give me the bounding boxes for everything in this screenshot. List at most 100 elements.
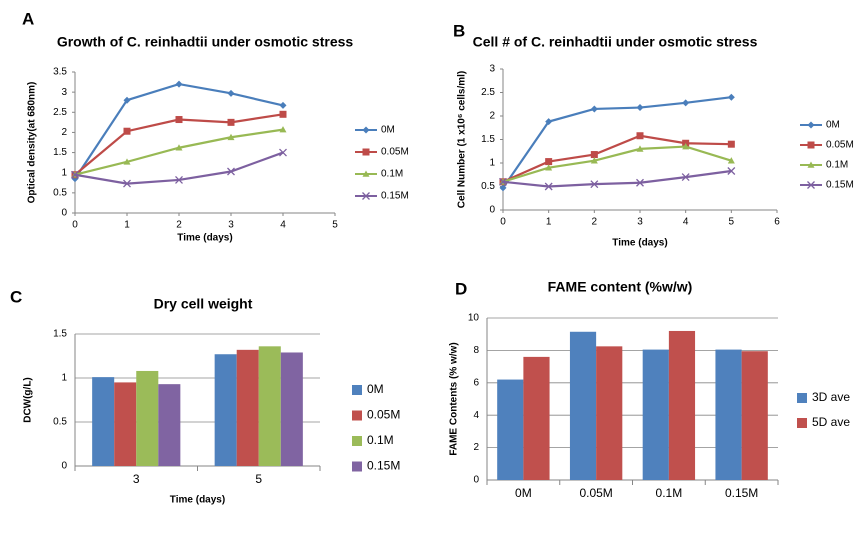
y-tick-label: 1	[61, 167, 67, 178]
marker	[227, 167, 235, 176]
y-axis-label: DCW(g/L)	[23, 377, 34, 423]
legend-swatch	[352, 461, 362, 472]
chart-panel: D FAME content (%w/w) FAME Contents (% w/w…	[449, 279, 851, 500]
panel-label: C	[10, 287, 22, 306]
bar	[497, 379, 524, 480]
legend-swatch	[797, 393, 807, 403]
marker	[807, 141, 815, 149]
legend-label: 0M	[381, 125, 395, 136]
marker	[123, 96, 131, 104]
legend-swatch	[352, 410, 362, 421]
bar	[642, 349, 669, 480]
marker	[545, 118, 553, 126]
y-tick-label: 2	[473, 442, 479, 453]
x-tick-label: 5	[255, 472, 262, 486]
bar	[114, 382, 137, 466]
legend-label: 5D ave	[812, 415, 850, 429]
panel-label: D	[455, 279, 467, 298]
marker	[727, 140, 735, 148]
x-tick-label: 6	[774, 217, 780, 228]
x-tick-label: 1	[546, 217, 552, 228]
y-tick-label: 0	[61, 208, 67, 219]
y-tick-label: 0.5	[53, 417, 67, 428]
marker	[682, 143, 690, 150]
legend-label: 0.1M	[367, 433, 394, 447]
bar	[523, 356, 550, 480]
x-tick-label: 5	[332, 220, 338, 231]
series-line	[502, 134, 732, 183]
legend-label: 0M	[826, 120, 840, 131]
legend-swatch	[352, 436, 362, 446]
y-tick-label: 1.5	[53, 329, 67, 340]
marker	[175, 144, 183, 151]
legend-swatch	[352, 385, 362, 395]
y-tick-label: 10	[468, 313, 480, 324]
y-tick-label: 1	[61, 373, 67, 384]
bar	[596, 346, 623, 480]
marker	[362, 126, 370, 134]
marker	[727, 157, 735, 164]
chart-title: FAME content (%w/w)	[548, 279, 693, 295]
marker	[636, 178, 644, 187]
x-tick-label: 1	[124, 220, 130, 231]
x-tick-label: 3	[133, 472, 140, 486]
marker	[279, 148, 287, 157]
y-tick-label: 0.5	[481, 181, 495, 192]
legend-label: 0.1M	[826, 160, 848, 171]
x-tick-label: 4	[280, 220, 286, 231]
bar	[668, 330, 696, 480]
legend-label: 0.15M	[826, 180, 854, 191]
bar	[258, 346, 281, 466]
series-line	[502, 169, 732, 188]
series-line	[74, 128, 284, 176]
bar	[236, 349, 259, 466]
chart-title: Growth of C. reinhadtii under osmotic st…	[57, 34, 354, 50]
marker	[227, 133, 235, 141]
panel-label: B	[453, 21, 465, 40]
legend-label: 0.05M	[367, 408, 400, 422]
marker	[590, 157, 598, 164]
bar	[715, 349, 742, 480]
marker	[227, 118, 235, 126]
bar	[158, 384, 181, 466]
legend-label: 0.05M	[826, 140, 854, 151]
marker	[175, 176, 183, 184]
x-tick-label: 0.15M	[725, 486, 758, 500]
x-axis-label: Time (days)	[612, 238, 667, 249]
y-tick-label: 6	[473, 377, 479, 388]
y-tick-label: 0	[489, 205, 495, 216]
marker	[362, 148, 370, 156]
chart-panel: C Dry cell weight DCW(g/L) Time (days) 0 0.5 1…	[10, 287, 400, 505]
marker	[175, 116, 183, 124]
marker	[636, 132, 644, 140]
x-axis-label: Time (days)	[170, 495, 225, 506]
x-tick-label: 0	[72, 220, 78, 231]
marker	[545, 164, 553, 171]
marker	[279, 110, 287, 118]
marker	[636, 145, 644, 152]
legend-label: 3D ave	[812, 390, 850, 404]
panel-label: A	[22, 9, 34, 28]
marker	[590, 151, 598, 159]
bar	[92, 377, 115, 466]
marker	[590, 105, 598, 113]
marker	[636, 104, 644, 112]
x-tick-label: 5	[729, 217, 735, 228]
marker	[279, 126, 287, 133]
y-tick-label: 2	[489, 111, 495, 122]
y-tick-label: 3	[489, 64, 495, 75]
y-axis-label: Optical density(at 680nm)	[27, 82, 38, 204]
y-tick-label: 3	[61, 87, 67, 98]
marker	[807, 161, 815, 168]
marker	[499, 177, 507, 186]
x-tick-label: 0.05M	[579, 486, 612, 500]
y-tick-label: 0.5	[53, 187, 67, 198]
x-tick-label: 3	[637, 217, 643, 228]
marker	[727, 93, 735, 101]
marker	[362, 192, 370, 200]
y-tick-label: 4	[473, 410, 479, 421]
legend-label: 0.15M	[381, 191, 409, 202]
marker	[362, 170, 370, 177]
marker	[545, 158, 553, 166]
y-tick-label: 1.5	[53, 147, 67, 158]
